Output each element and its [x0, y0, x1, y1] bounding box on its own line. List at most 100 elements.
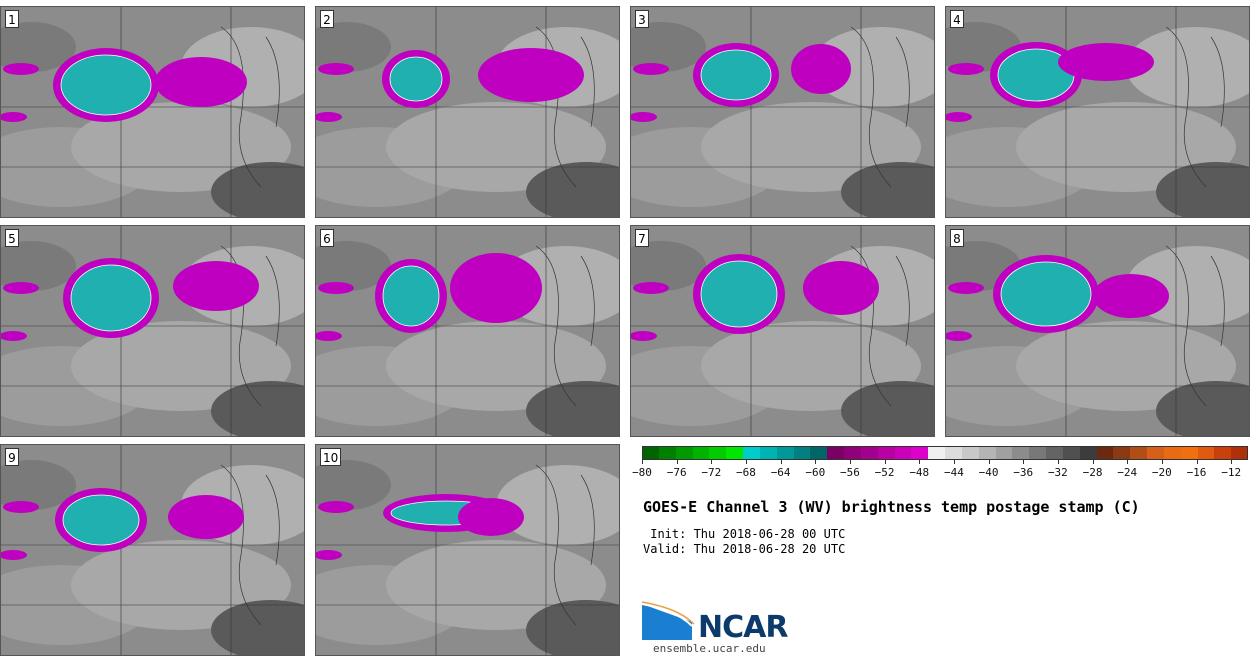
colorbar-segment	[709, 446, 727, 460]
colorbar-tick	[988, 460, 990, 464]
colorbar-tick-label: −56	[840, 466, 860, 479]
colorbar-segment	[793, 446, 811, 460]
postage-stamp-panel: 1	[0, 6, 305, 218]
colorbar-segment	[1197, 446, 1215, 460]
figure-title: GOES-E Channel 3 (WV) brightness temp po…	[643, 498, 1140, 516]
panel-number: 4	[950, 10, 964, 28]
colorbar-tick	[849, 460, 851, 464]
colorbar-tick	[642, 460, 643, 464]
colorbar-tick-label: −64	[770, 466, 791, 479]
colorbar-segment	[1012, 446, 1030, 460]
colorbar-segment	[658, 446, 677, 460]
colorbar-tick	[676, 460, 678, 464]
satellite-map	[1, 226, 304, 436]
colorbar-tick-label: −80	[632, 466, 652, 479]
colorbar-tick	[1057, 460, 1059, 464]
postage-stamp-panel: 8	[945, 225, 1250, 437]
colorbar-segment	[928, 446, 946, 460]
satellite-map	[1, 7, 304, 217]
colorbar-tick-label: −16	[1186, 466, 1207, 479]
colorbar-segment	[1231, 446, 1249, 460]
colorbar-segment	[978, 446, 996, 460]
colorbar-tick	[745, 460, 747, 464]
colorbar-tick-label: −20	[1151, 466, 1172, 479]
logo-text: NCAR	[698, 610, 788, 645]
postage-stamp-panel: 4	[945, 6, 1250, 218]
postage-stamp-panel: 3	[630, 6, 935, 218]
ncar-logo-icon	[642, 601, 695, 640]
colorbar-tick-label: −72	[701, 466, 722, 479]
colorbar-segment	[844, 446, 862, 460]
panel-number: 8	[950, 229, 964, 247]
satellite-map	[316, 7, 619, 217]
satellite-map	[946, 7, 1249, 217]
satellite-map	[946, 226, 1249, 436]
colorbar-tick	[1127, 460, 1129, 464]
colorbar-tick	[711, 460, 713, 464]
colorbar-tick	[1196, 460, 1198, 464]
colorbar-segment	[1113, 446, 1131, 460]
colorbar-segment	[810, 446, 828, 460]
valid-time: Valid: Thu 2018-06-28 20 UTC	[643, 542, 846, 556]
panel-number: 7	[635, 229, 649, 247]
colorbar-segment	[1096, 446, 1114, 460]
colorbar-tick	[1092, 460, 1094, 464]
postage-stamp-panel: 2	[315, 6, 620, 218]
colorbar-segment	[726, 446, 744, 460]
colorbar-segment	[1046, 446, 1064, 460]
colorbar-segment	[692, 446, 710, 460]
colorbar-frame	[642, 446, 1248, 460]
colorbar-segment	[827, 446, 845, 460]
colorbar-tick	[815, 460, 817, 464]
satellite-map	[631, 7, 934, 217]
colorbar-segment	[945, 446, 963, 460]
colorbar-segment	[1079, 446, 1097, 460]
colorbar-tick	[1023, 460, 1025, 464]
colorbar-tick-label: −40	[978, 466, 999, 479]
colorbar-segment	[1163, 446, 1182, 460]
colorbar-segment	[1214, 446, 1232, 460]
postage-stamp-panel: 7	[630, 225, 935, 437]
init-time: Init: Thu 2018-06-28 00 UTC	[643, 527, 846, 541]
colorbar-tick-label: −36	[1013, 466, 1034, 479]
colorbar-segment	[743, 446, 761, 460]
colorbar-segment	[1029, 446, 1047, 460]
postage-stamp-panel: 10	[315, 444, 620, 656]
satellite-map	[631, 226, 934, 436]
colorbar-segment	[877, 446, 895, 460]
colorbar-tick-label: −52	[874, 466, 895, 479]
panel-number: 9	[5, 448, 19, 466]
colorbar-tick	[1161, 460, 1163, 464]
colorbar-tick-label: −48	[909, 466, 930, 479]
satellite-map	[1, 445, 304, 655]
colorbar-segment	[675, 446, 693, 460]
postage-stamp-panel: 9	[0, 444, 305, 656]
colorbar-segment	[860, 446, 879, 460]
colorbar-segment	[759, 446, 778, 460]
colorbar-tick-label: −76	[666, 466, 687, 479]
colorbar-tick-label: −12	[1221, 466, 1242, 479]
colorbar-tick-label: −44	[943, 466, 964, 479]
panel-number: 6	[320, 229, 334, 247]
panel-number: 3	[635, 10, 649, 28]
colorbar-tick	[884, 460, 886, 464]
colorbar-segment	[1062, 446, 1081, 460]
colorbar: −80 −76 −72 −68 −64 −60 −56 −52 −48 −44 −40 −36 −32 −…	[632, 446, 1249, 486]
colorbar-tick	[780, 460, 782, 464]
colorbar-segment	[776, 446, 794, 460]
satellite-map	[316, 445, 619, 655]
panel-number: 10	[320, 448, 342, 466]
colorbar-tick	[1231, 460, 1233, 464]
postage-stamp-panel: 5	[0, 225, 305, 437]
colorbar-segment	[961, 446, 980, 460]
colorbar-tick-label: −24	[1117, 466, 1138, 479]
colorbar-segment	[995, 446, 1013, 460]
panel-number: 5	[5, 229, 19, 247]
logo-url: ensemble.ucar.edu	[653, 642, 766, 655]
colorbar-tick-label: −60	[805, 466, 826, 479]
colorbar-tick	[953, 460, 955, 464]
colorbar-tick-label: −28	[1082, 466, 1103, 479]
colorbar-segment	[911, 446, 929, 460]
postage-stamp-panel: 6	[315, 225, 620, 437]
colorbar-tick	[919, 460, 921, 464]
